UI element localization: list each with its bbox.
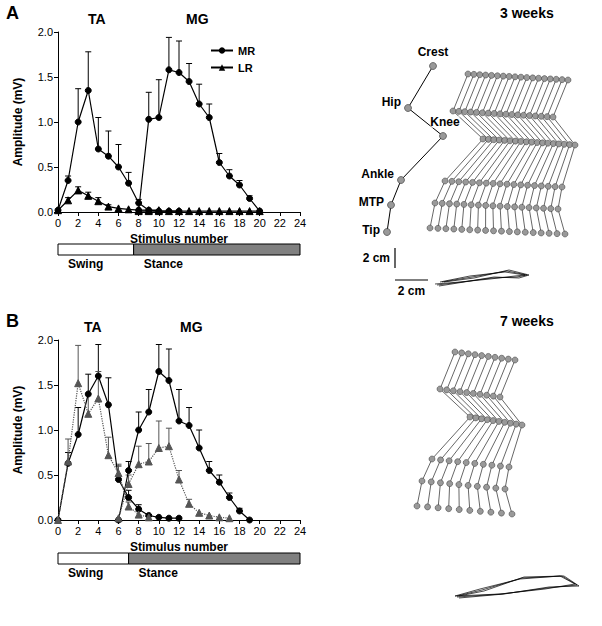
svg-text:Amplitude (mV): Amplitude (mV) bbox=[11, 386, 25, 475]
svg-text:1.5: 1.5 bbox=[38, 71, 53, 83]
svg-text:B: B bbox=[6, 311, 19, 331]
svg-text:Stimulus number: Stimulus number bbox=[130, 540, 228, 554]
svg-text:2 cm: 2 cm bbox=[398, 284, 425, 298]
svg-text:10: 10 bbox=[153, 217, 165, 229]
svg-text:4: 4 bbox=[95, 525, 101, 537]
svg-text:24: 24 bbox=[294, 217, 306, 229]
svg-text:Knee: Knee bbox=[430, 115, 460, 129]
svg-text:LR: LR bbox=[238, 62, 253, 74]
svg-text:0.5: 0.5 bbox=[38, 161, 53, 173]
svg-text:10: 10 bbox=[153, 525, 165, 537]
svg-text:0: 0 bbox=[55, 525, 61, 537]
svg-text:2: 2 bbox=[75, 217, 81, 229]
svg-text:Stance: Stance bbox=[139, 566, 179, 580]
svg-text:16: 16 bbox=[213, 525, 225, 537]
svg-text:7 weeks: 7 weeks bbox=[500, 313, 554, 329]
svg-text:Swing: Swing bbox=[68, 566, 103, 580]
svg-text:0.0: 0.0 bbox=[38, 514, 53, 526]
svg-text:1.0: 1.0 bbox=[38, 116, 53, 128]
svg-text:14: 14 bbox=[193, 217, 205, 229]
svg-text:20: 20 bbox=[254, 525, 266, 537]
svg-text:MR: MR bbox=[238, 45, 255, 57]
svg-text:2.0: 2.0 bbox=[38, 334, 53, 346]
svg-text:A: A bbox=[6, 3, 19, 23]
svg-text:6: 6 bbox=[115, 525, 121, 537]
svg-text:3 weeks: 3 weeks bbox=[500, 5, 554, 21]
svg-text:2.0: 2.0 bbox=[38, 26, 53, 38]
svg-text:2 cm: 2 cm bbox=[363, 251, 390, 265]
svg-text:TA: TA bbox=[84, 319, 102, 335]
svg-text:MTP: MTP bbox=[359, 195, 384, 209]
svg-text:22: 22 bbox=[274, 525, 286, 537]
svg-text:20: 20 bbox=[254, 217, 266, 229]
svg-text:Hip: Hip bbox=[382, 95, 401, 109]
svg-text:6: 6 bbox=[115, 217, 121, 229]
svg-text:Swing: Swing bbox=[68, 257, 103, 271]
svg-text:24: 24 bbox=[294, 525, 306, 537]
svg-text:4: 4 bbox=[95, 217, 101, 229]
svg-text:1.0: 1.0 bbox=[38, 424, 53, 436]
svg-text:0: 0 bbox=[55, 217, 61, 229]
svg-text:Stimulus number: Stimulus number bbox=[130, 232, 228, 246]
svg-text:8: 8 bbox=[136, 217, 142, 229]
svg-text:Crest: Crest bbox=[418, 45, 449, 59]
svg-text:18: 18 bbox=[233, 217, 245, 229]
svg-text:0.0: 0.0 bbox=[38, 206, 53, 218]
svg-text:12: 12 bbox=[173, 217, 185, 229]
svg-text:8: 8 bbox=[136, 525, 142, 537]
svg-text:22: 22 bbox=[274, 217, 286, 229]
svg-text:0.5: 0.5 bbox=[38, 469, 53, 481]
svg-text:1.5: 1.5 bbox=[38, 379, 53, 391]
svg-text:Tip: Tip bbox=[362, 223, 380, 237]
svg-text:Ankle: Ankle bbox=[361, 167, 394, 181]
svg-text:16: 16 bbox=[213, 217, 225, 229]
svg-text:Amplitude (mV): Amplitude (mV) bbox=[11, 78, 25, 167]
svg-text:18: 18 bbox=[233, 525, 245, 537]
svg-text:12: 12 bbox=[173, 525, 185, 537]
svg-text:MG: MG bbox=[186, 11, 209, 27]
svg-text:TA: TA bbox=[88, 11, 106, 27]
svg-text:MG: MG bbox=[180, 319, 203, 335]
svg-text:14: 14 bbox=[193, 525, 205, 537]
svg-text:2: 2 bbox=[75, 525, 81, 537]
svg-text:Stance: Stance bbox=[144, 257, 184, 271]
